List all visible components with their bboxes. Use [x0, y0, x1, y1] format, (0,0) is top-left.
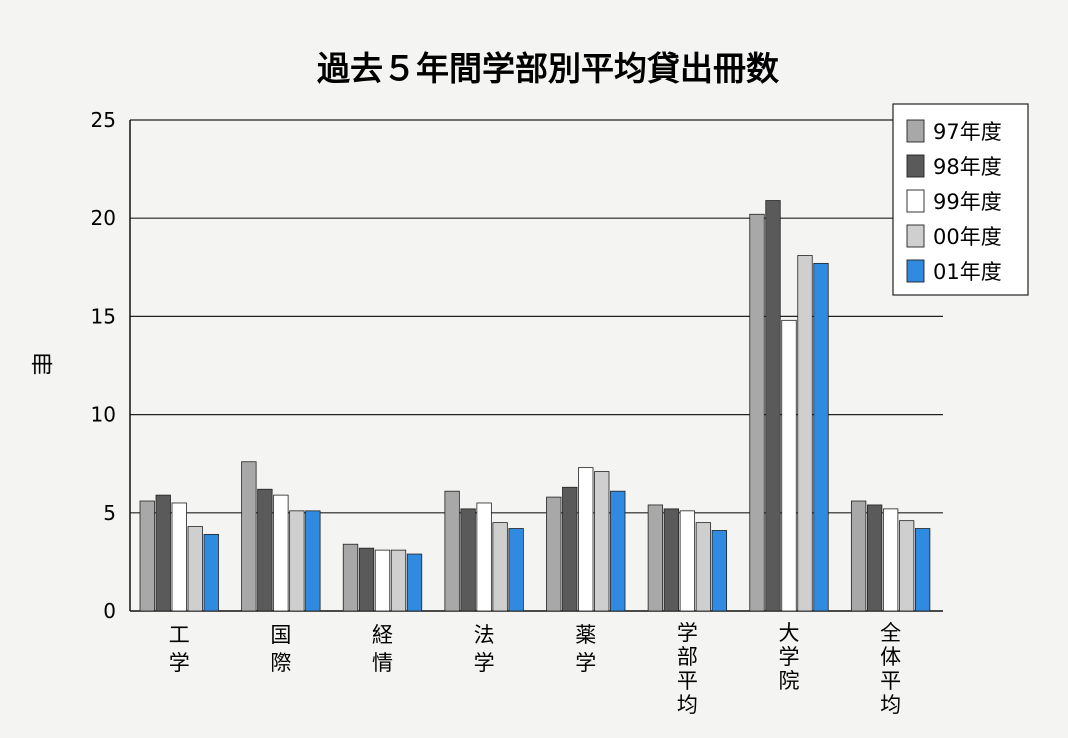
category-label: 学	[779, 645, 800, 669]
category-label: 体	[880, 645, 901, 669]
bar	[460, 508, 476, 612]
category-label: 大	[779, 621, 800, 645]
bar	[546, 496, 562, 612]
bar	[850, 500, 867, 612]
bar	[914, 528, 931, 612]
category-label: 国	[270, 623, 291, 647]
category-label: 全	[880, 621, 901, 645]
y-tick-label: 15	[91, 304, 116, 328]
category-label: 平	[880, 669, 901, 693]
bar	[305, 510, 321, 612]
category-label: 部	[677, 645, 698, 669]
bar	[241, 461, 257, 612]
bar	[882, 508, 899, 612]
category-label: 院	[779, 669, 800, 693]
bar	[711, 530, 728, 612]
category-label: 経	[372, 623, 393, 647]
legend-label: 00年度	[933, 225, 1002, 249]
bar	[289, 510, 305, 612]
legend-swatch	[906, 259, 925, 283]
legend-swatch	[906, 154, 925, 178]
category-label: 学	[575, 651, 596, 675]
bar	[155, 494, 171, 612]
bar	[358, 547, 375, 612]
legend-label: 99年度	[933, 190, 1002, 214]
category-label: 平	[677, 669, 698, 693]
bar	[342, 543, 359, 612]
category-label: 学	[169, 651, 190, 675]
bar	[203, 534, 219, 612]
y-tick-label: 10	[91, 403, 116, 427]
y-tick-labels: 0 5 10 15 20 25	[91, 108, 116, 623]
y-tick-label: 25	[91, 108, 116, 132]
category-label: 際	[270, 651, 291, 675]
category-label: 情	[372, 651, 393, 675]
bar	[139, 500, 155, 612]
legend-swatch	[906, 224, 925, 248]
bar	[257, 488, 273, 612]
bar	[492, 522, 508, 612]
bar	[749, 213, 765, 612]
bar	[508, 528, 524, 612]
bar	[406, 553, 423, 612]
bar	[578, 467, 594, 612]
legend-swatch	[906, 189, 925, 213]
bar	[476, 502, 492, 612]
bar	[663, 508, 680, 612]
bar	[866, 504, 883, 612]
legend-label: 98年度	[933, 155, 1002, 179]
bar	[813, 262, 829, 612]
bar	[679, 510, 696, 612]
chart-title: 過去５年間学部別平均貸出冊数	[317, 49, 780, 88]
bar	[765, 200, 781, 612]
category-label: 学	[474, 651, 495, 675]
bar	[562, 486, 578, 612]
legend-swatch	[906, 119, 925, 143]
bar	[797, 255, 813, 612]
bar	[390, 549, 407, 612]
legend: 97年度 98年度 99年度 00年度 01年度	[892, 103, 1029, 296]
legend-label: 01年度	[933, 260, 1002, 284]
category-label: 均	[880, 693, 901, 717]
bar	[171, 502, 187, 612]
bar	[374, 549, 391, 612]
bar	[647, 504, 664, 612]
bar	[610, 490, 626, 612]
y-axis-label: 冊	[31, 353, 53, 378]
category-label: 工	[169, 623, 190, 647]
bar	[273, 494, 289, 612]
bar	[594, 471, 610, 612]
bar	[695, 522, 712, 612]
legend-label: 97年度	[933, 120, 1002, 144]
category-label: 均	[677, 693, 698, 717]
category-label: 学	[677, 621, 698, 645]
y-tick-label: 5	[103, 501, 116, 525]
y-tick-label: 0	[103, 599, 116, 623]
bar	[187, 526, 203, 612]
bar	[898, 520, 915, 612]
bar	[781, 319, 797, 612]
y-tick-label: 20	[91, 206, 116, 230]
category-label: 法	[474, 623, 495, 647]
bars	[139, 200, 931, 612]
category-label: 薬	[575, 623, 596, 647]
bar	[444, 490, 460, 612]
